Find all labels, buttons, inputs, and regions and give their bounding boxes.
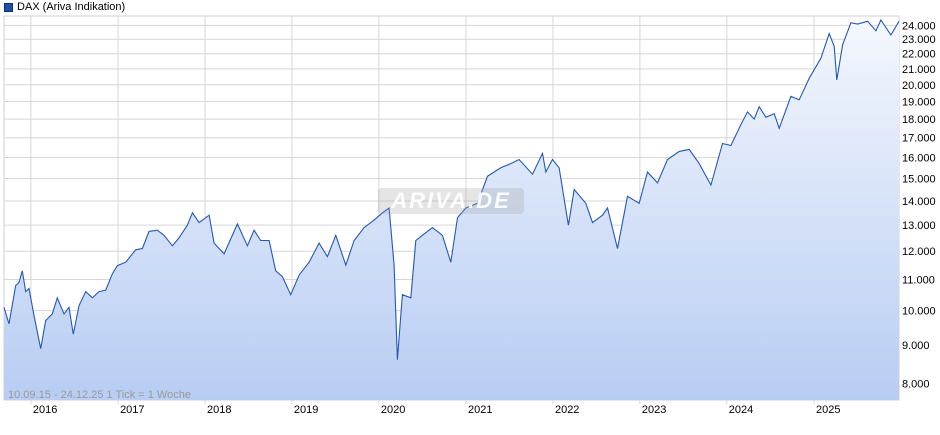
y-tick-label: 21.000 bbox=[902, 64, 936, 76]
legend: DAX (Ariva Indikation) bbox=[4, 0, 125, 14]
legend-label: DAX (Ariva Indikation) bbox=[17, 1, 126, 13]
y-tick-label: 12.000 bbox=[902, 246, 936, 258]
x-tick-label: 2016 bbox=[33, 404, 57, 416]
y-tick-label: 11.000 bbox=[902, 275, 935, 287]
y-axis-labels: 8.000 9.000 10.000 11.000 12.000 13.000 14.000… bbox=[902, 20, 936, 390]
y-tick-label: 19.000 bbox=[902, 96, 936, 108]
legend-swatch bbox=[4, 2, 13, 12]
y-tick-label: 17.000 bbox=[902, 133, 936, 145]
y-tick-label: 18.000 bbox=[902, 114, 936, 126]
y-tick-label: 23.000 bbox=[902, 34, 936, 46]
ariva-watermark-logo: ARIVA.DE bbox=[378, 188, 524, 214]
y-tick-label: 13.000 bbox=[902, 220, 936, 232]
y-tick-label: 16.000 bbox=[902, 152, 936, 164]
x-tick-label: 2023 bbox=[642, 404, 666, 416]
y-tick-label: 9.000 bbox=[902, 340, 930, 352]
y-tick-label: 8.000 bbox=[902, 378, 930, 390]
x-tick-label: 2025 bbox=[816, 404, 840, 416]
y-tick-label: 20.000 bbox=[902, 80, 936, 92]
range-note: 10.09.15 - 24.12.25 1 Tick = 1 Woche bbox=[8, 389, 191, 401]
x-tick-label: 2018 bbox=[207, 404, 231, 416]
y-tick-label: 10.000 bbox=[902, 306, 936, 318]
x-tick-label: 2022 bbox=[555, 404, 579, 416]
price-area bbox=[4, 20, 899, 400]
y-tick-label: 15.000 bbox=[902, 173, 936, 185]
y-tick-label: 24.000 bbox=[902, 20, 936, 32]
x-axis-labels: 2016 2017 2018 2019 2020 2021 2022 2023 2024 2025 bbox=[33, 404, 841, 416]
x-tick-label: 2019 bbox=[294, 404, 318, 416]
x-tick-label: 2024 bbox=[729, 404, 753, 416]
price-line bbox=[3, 18, 900, 360]
y-tick-label: 14.000 bbox=[902, 196, 936, 208]
x-tick-label: 2021 bbox=[468, 404, 492, 416]
x-tick-label: 2017 bbox=[120, 404, 144, 416]
y-tick-label: 22.000 bbox=[902, 49, 936, 61]
x-tick-label: 2020 bbox=[381, 404, 405, 416]
